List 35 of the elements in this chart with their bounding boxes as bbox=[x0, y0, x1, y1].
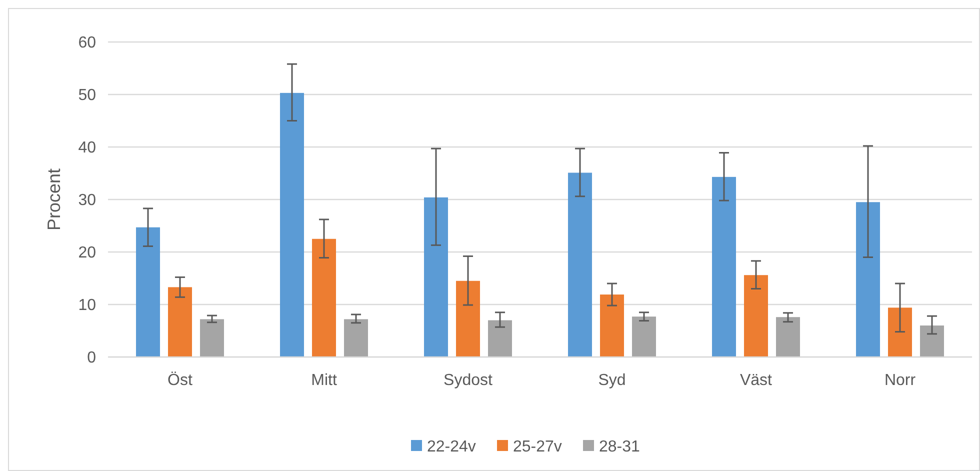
legend-label: 28-31 bbox=[599, 438, 640, 456]
y-tick-label: 40 bbox=[78, 140, 96, 157]
bar bbox=[920, 326, 944, 357]
y-tick-label: 30 bbox=[78, 192, 96, 210]
bar bbox=[568, 172, 592, 357]
y-axis-title: Procent bbox=[44, 168, 64, 231]
y-tick-label: 50 bbox=[78, 87, 96, 104]
bar bbox=[456, 280, 480, 357]
legend-label: 22-24v bbox=[427, 438, 476, 456]
bar bbox=[136, 227, 160, 357]
bar bbox=[168, 287, 192, 357]
bar bbox=[344, 319, 368, 357]
x-tick-label: Öst bbox=[168, 371, 193, 389]
bar bbox=[712, 176, 736, 357]
bar bbox=[424, 197, 448, 357]
bar bbox=[600, 294, 624, 357]
bar bbox=[312, 238, 336, 357]
y-tick-label: 10 bbox=[78, 297, 96, 314]
y-tick-label: 0 bbox=[87, 350, 96, 367]
x-tick-label: Väst bbox=[740, 372, 773, 389]
bar bbox=[632, 316, 656, 357]
bar bbox=[888, 308, 912, 357]
bar bbox=[776, 317, 800, 357]
x-tick-label: Syd bbox=[598, 372, 626, 389]
bar bbox=[280, 92, 304, 357]
x-tick-label: Mitt bbox=[311, 372, 338, 389]
bar bbox=[744, 275, 768, 357]
bar bbox=[856, 202, 880, 357]
y-tick-label: 20 bbox=[78, 244, 96, 262]
y-tick-label: 60 bbox=[78, 34, 96, 52]
x-tick-label: Sydost bbox=[444, 372, 494, 389]
bar bbox=[200, 319, 224, 357]
x-tick-label: Norr bbox=[884, 372, 916, 389]
legend-label: 25-27v bbox=[513, 438, 562, 456]
bar bbox=[488, 320, 512, 357]
